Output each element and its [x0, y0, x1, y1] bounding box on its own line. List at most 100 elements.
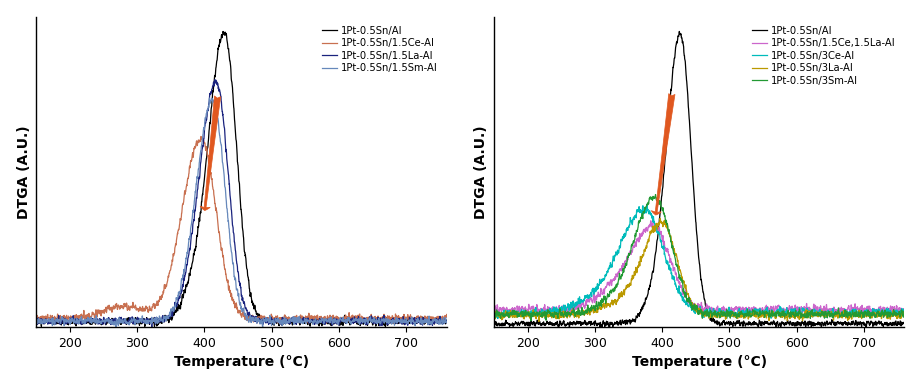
1Pt-0.5Sn/1.5La-Al [209, 78, 220, 82]
1Pt-0.5Sn/1.5Ce-Al [355, 312, 366, 317]
X-axis label: Temperature (°C): Temperature (°C) [174, 356, 309, 369]
1Pt-0.5Sn/1.5La-Al [355, 319, 366, 324]
1Pt-0.5Sn/Al [30, 318, 41, 322]
1Pt-0.5Sn/Al [509, 322, 520, 327]
1Pt-0.5Sn/3Ce-Al [887, 313, 898, 318]
1Pt-0.5Sn/Al [899, 320, 910, 324]
1Pt-0.5Sn/3La-Al [899, 312, 910, 317]
1Pt-0.5Sn/3La-Al [655, 216, 666, 221]
1Pt-0.5Sn/3La-Al [533, 319, 544, 324]
1Pt-0.5Sn/1.5Sm-Al [52, 317, 63, 322]
1Pt-0.5Sn/Al [887, 320, 898, 325]
1Pt-0.5Sn/3Sm-Al [887, 312, 898, 317]
1Pt-0.5Sn/1.5Sm-Al [429, 317, 440, 321]
1Pt-0.5Sn/1.5Ce-Al [52, 315, 63, 319]
1Pt-0.5Sn/1.5La-Al [441, 320, 452, 325]
Line: 1Pt-0.5Sn/1.5Sm-Al: 1Pt-0.5Sn/1.5Sm-Al [36, 98, 447, 327]
X-axis label: Temperature (°C): Temperature (°C) [632, 356, 766, 369]
1Pt-0.5Sn/3Sm-Al [650, 192, 661, 197]
1Pt-0.5Sn/1.5Ce-Al [30, 316, 41, 320]
1Pt-0.5Sn/3Sm-Al [899, 310, 910, 314]
1Pt-0.5Sn/3Ce-Al [887, 311, 898, 316]
1Pt-0.5Sn/3Ce-Al [509, 309, 520, 313]
1Pt-0.5Sn/1.5Ce,1.5La-Al [677, 291, 688, 295]
1Pt-0.5Sn/1.5Ce,1.5La-Al [646, 218, 657, 223]
1Pt-0.5Sn/1.5La-Al [30, 317, 41, 322]
1Pt-0.5Sn/1.5Sm-Al [30, 320, 41, 325]
Line: 1Pt-0.5Sn/1.5Ce-Al: 1Pt-0.5Sn/1.5Ce-Al [36, 136, 447, 323]
1Pt-0.5Sn/1.5La-Al [429, 320, 440, 325]
1Pt-0.5Sn/1.5Ce-Al [219, 267, 230, 271]
1Pt-0.5Sn/3La-Al [887, 312, 898, 316]
1Pt-0.5Sn/Al [441, 318, 452, 322]
Line: 1Pt-0.5Sn/3La-Al: 1Pt-0.5Sn/3La-Al [494, 218, 904, 322]
1Pt-0.5Sn/1.5Ce-Al [321, 321, 332, 326]
1Pt-0.5Sn/3La-Al [812, 313, 823, 318]
1Pt-0.5Sn/3Ce-Al [812, 309, 823, 313]
1Pt-0.5Sn/3La-Al [887, 310, 898, 315]
1Pt-0.5Sn/1.5Ce,1.5La-Al [899, 309, 910, 313]
1Pt-0.5Sn/Al [149, 324, 160, 329]
1Pt-0.5Sn/1.5Ce,1.5La-Al [688, 302, 699, 306]
1Pt-0.5Sn/3La-Al [678, 279, 689, 283]
1Pt-0.5Sn/Al [217, 29, 228, 34]
1Pt-0.5Sn/Al [429, 320, 440, 325]
1Pt-0.5Sn/3Sm-Al [525, 318, 536, 323]
1Pt-0.5Sn/3Sm-Al [509, 311, 520, 315]
1Pt-0.5Sn/Al [429, 319, 440, 323]
1Pt-0.5Sn/3Ce-Al [678, 295, 689, 300]
1Pt-0.5Sn/1.5Sm-Al [111, 325, 122, 329]
1Pt-0.5Sn/3Sm-Al [812, 312, 823, 317]
1Pt-0.5Sn/3Ce-Al [688, 306, 699, 311]
1Pt-0.5Sn/1.5Ce,1.5La-Al [879, 314, 890, 319]
1Pt-0.5Sn/1.5La-Al [429, 318, 440, 323]
1Pt-0.5Sn/Al [887, 322, 898, 327]
1Pt-0.5Sn/3La-Al [488, 318, 499, 322]
1Pt-0.5Sn/1.5Ce-Al [429, 317, 440, 321]
1Pt-0.5Sn/Al [220, 30, 231, 35]
1Pt-0.5Sn/1.5Ce-Al [230, 303, 241, 308]
1Pt-0.5Sn/1.5Ce,1.5La-Al [811, 306, 822, 310]
Line: 1Pt-0.5Sn/Al: 1Pt-0.5Sn/Al [494, 31, 904, 327]
1Pt-0.5Sn/3Sm-Al [887, 312, 898, 317]
1Pt-0.5Sn/3La-Al [688, 305, 699, 310]
Line: 1Pt-0.5Sn/1.5La-Al: 1Pt-0.5Sn/1.5La-Al [36, 80, 447, 327]
1Pt-0.5Sn/1.5La-Al [230, 257, 241, 261]
1Pt-0.5Sn/Al [688, 190, 699, 194]
1Pt-0.5Sn/1.5La-Al [52, 318, 63, 323]
1Pt-0.5Sn/3La-Al [509, 315, 520, 320]
1Pt-0.5Sn/1.5Sm-Al [429, 318, 440, 322]
1Pt-0.5Sn/3Ce-Al [899, 314, 910, 318]
1Pt-0.5Sn/Al [678, 41, 689, 46]
1Pt-0.5Sn/3Ce-Al [540, 317, 551, 321]
1Pt-0.5Sn/3Sm-Al [688, 304, 699, 309]
1Pt-0.5Sn/Al [355, 320, 366, 325]
1Pt-0.5Sn/1.5Sm-Al [204, 96, 215, 100]
1Pt-0.5Sn/1.5Ce-Al [429, 317, 440, 321]
Line: 1Pt-0.5Sn/Al: 1Pt-0.5Sn/Al [36, 31, 447, 327]
1Pt-0.5Sn/3Sm-Al [678, 287, 689, 291]
1Pt-0.5Sn/3Ce-Al [641, 202, 652, 207]
1Pt-0.5Sn/3Sm-Al [488, 313, 499, 318]
1Pt-0.5Sn/Al [674, 29, 685, 34]
1Pt-0.5Sn/1.5Sm-Al [355, 319, 366, 324]
Legend: 1Pt-0.5Sn/Al, 1Pt-0.5Sn/1.5Ce,1.5La-Al, 1Pt-0.5Sn/3Ce-Al, 1Pt-0.5Sn/3La-Al, 1Pt-: 1Pt-0.5Sn/Al, 1Pt-0.5Sn/1.5Ce,1.5La-Al, … [748, 22, 899, 90]
1Pt-0.5Sn/3Ce-Al [488, 310, 499, 315]
Line: 1Pt-0.5Sn/3Ce-Al: 1Pt-0.5Sn/3Ce-Al [494, 204, 904, 319]
1Pt-0.5Sn/1.5Sm-Al [220, 186, 231, 190]
Line: 1Pt-0.5Sn/1.5Ce,1.5La-Al: 1Pt-0.5Sn/1.5Ce,1.5La-Al [494, 221, 904, 317]
1Pt-0.5Sn/1.5Ce,1.5La-Al [887, 305, 898, 310]
1Pt-0.5Sn/1.5Sm-Al [441, 320, 452, 324]
Line: 1Pt-0.5Sn/3Sm-Al: 1Pt-0.5Sn/3Sm-Al [494, 195, 904, 321]
1Pt-0.5Sn/1.5Ce,1.5La-Al [887, 307, 898, 312]
1Pt-0.5Sn/Al [230, 138, 241, 142]
1Pt-0.5Sn/1.5Ce-Al [441, 312, 452, 317]
Legend: 1Pt-0.5Sn/Al, 1Pt-0.5Sn/1.5Ce-Al, 1Pt-0.5Sn/1.5La-Al, 1Pt-0.5Sn/1.5Sm-Al: 1Pt-0.5Sn/Al, 1Pt-0.5Sn/1.5Ce-Al, 1Pt-0.… [318, 22, 441, 77]
1Pt-0.5Sn/Al [564, 325, 575, 329]
1Pt-0.5Sn/1.5Ce,1.5La-Al [488, 303, 499, 308]
1Pt-0.5Sn/1.5Ce-Al [195, 134, 206, 139]
1Pt-0.5Sn/1.5Ce,1.5La-Al [509, 305, 520, 310]
1Pt-0.5Sn/Al [52, 318, 63, 323]
Y-axis label: DTGA (A.U.): DTGA (A.U.) [474, 125, 488, 219]
Y-axis label: DTGA (A.U.): DTGA (A.U.) [17, 125, 30, 219]
